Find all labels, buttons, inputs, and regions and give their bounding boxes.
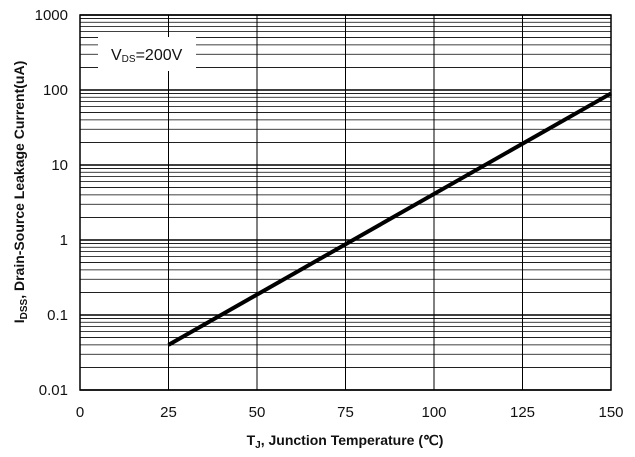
y-tick-label: 1 — [60, 232, 68, 249]
y-axis-label-sub: DSS — [19, 298, 30, 319]
x-axis-label-sub: J — [255, 440, 261, 451]
x-tick-label: 0 — [76, 404, 84, 421]
x-tick-label: 125 — [510, 404, 535, 421]
y-axis-label-main: I — [11, 319, 27, 323]
x-tick-label: 100 — [421, 404, 446, 421]
leakage-current-line — [167, 91, 612, 347]
x-axis-label: TJ, Junction Temperature (℃) — [247, 432, 444, 451]
x-tick-label: 25 — [160, 404, 177, 421]
y-axis-label: IDSS, Drain-Source Leakage Current(uA) — [11, 61, 30, 324]
series-layer — [167, 91, 612, 347]
y-axis-label-rest: , Drain-Source Leakage Current(uA) — [11, 61, 27, 299]
y-tick-label: 100 — [43, 82, 68, 99]
x-tick-label: 50 — [249, 404, 266, 421]
y-tick-label: 10 — [51, 157, 68, 174]
y-tick-label: 1000 — [35, 7, 68, 24]
x-tick-label: 150 — [598, 404, 623, 421]
vds-annotation-main: V — [111, 47, 122, 64]
x-axis-label-rest: , Junction Temperature (℃) — [261, 432, 444, 448]
y-tick-label: 0.1 — [47, 307, 68, 324]
vds-annotation-text: VDS=200V — [111, 47, 183, 65]
y-tick-label: 0.01 — [39, 382, 68, 399]
plot-frame — [79, 14, 612, 391]
y-tick-labels: 0.01 0.1 1 10 100 1000 — [35, 7, 68, 399]
vds-annotation-rest: =200V — [136, 47, 183, 64]
x-tick-labels: 0 25 50 75 100 125 150 — [76, 404, 624, 421]
vds-annotation-box — [98, 37, 196, 71]
vds-annotation: VDS=200V — [98, 37, 196, 71]
vds-annotation-sub: DS — [122, 54, 136, 65]
x-axis-label-main: T — [247, 432, 256, 448]
x-tick-label: 75 — [337, 404, 354, 421]
